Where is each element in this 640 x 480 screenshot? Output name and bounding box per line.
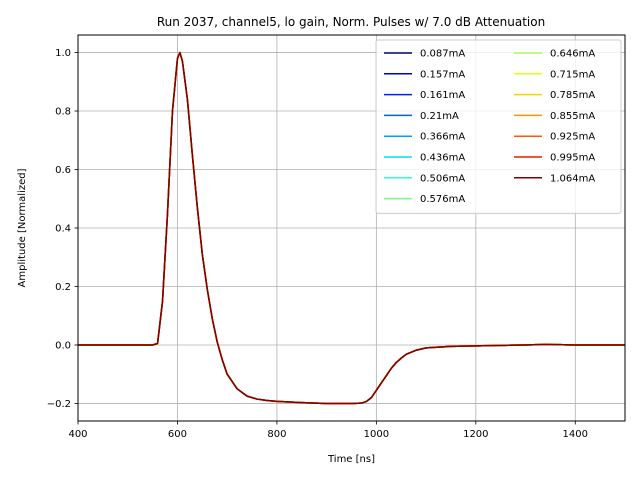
x-tick-label: 1400 (563, 429, 588, 440)
y-tick-label: 0.8 (55, 107, 71, 118)
legend-label: 0.715mA (550, 69, 595, 80)
x-tick-label: 400 (68, 429, 87, 440)
legend-label: 0.157mA (420, 69, 465, 80)
legend-label: 0.995mA (550, 153, 595, 164)
legend-label: 0.087mA (420, 49, 465, 60)
x-tick-label: 800 (267, 429, 286, 440)
y-tick-label: −0.2 (47, 399, 71, 410)
legend-label: 0.646mA (550, 49, 595, 60)
series-lines (78, 51, 625, 405)
legend-label: 0.21mA (420, 111, 459, 122)
chart-title: Run 2037, channel5, lo gain, Norm. Pulse… (157, 15, 545, 29)
axis-ticks: 400 600 800 1000 1200 1400 −0.2 0.0 0.2 0.4 0.6 0.8… (47, 48, 588, 440)
legend-label: 0.855mA (550, 111, 595, 122)
legend-label: 0.576mA (420, 194, 465, 205)
y-tick-label: 1.0 (55, 48, 71, 59)
x-axis-title: Time [ns] (327, 454, 375, 465)
y-tick-label: 0.2 (55, 282, 71, 293)
y-axis-title: Amplitude [Normalized] (17, 168, 28, 287)
y-tick-label: 0.4 (55, 224, 71, 235)
legend-label: 0.925mA (550, 132, 595, 143)
legend-frame (375, 39, 622, 214)
y-tick-label: 0.0 (55, 340, 71, 351)
legend-label: 0.161mA (420, 90, 465, 101)
series-line-1.064mA (78, 51, 625, 405)
legend-label: 0.506mA (420, 173, 465, 184)
x-tick-label: 1000 (364, 429, 389, 440)
x-tick-label: 600 (168, 429, 187, 440)
legend-label: 0.785mA (550, 90, 595, 101)
legend-label: 0.436mA (420, 153, 465, 164)
x-tick-label: 1200 (463, 429, 488, 440)
legend-label: 0.366mA (420, 132, 465, 143)
y-tick-label: 0.6 (55, 165, 71, 176)
legend-label: 1.064mA (550, 173, 595, 184)
legend: 0.087mA 0.157mA 0.161mA 0.21mA 0.366mA 0.436m… (375, 39, 622, 214)
